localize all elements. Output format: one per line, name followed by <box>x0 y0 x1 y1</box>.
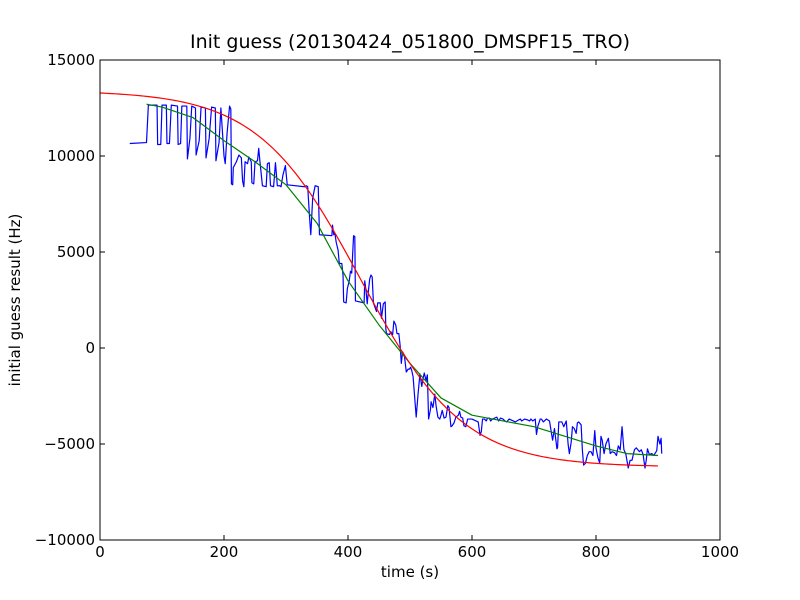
chart-title: Init guess (20130424_051800_DMSPF15_TRO) <box>190 31 630 53</box>
y-tick-label: 0 <box>85 339 95 357</box>
y-tick-label: 15000 <box>47 51 95 69</box>
series-line-fit <box>100 92 659 467</box>
x-tick-label: 800 <box>582 543 611 561</box>
x-tick-label: 1000 <box>701 543 739 561</box>
series-line-raw <box>129 104 663 469</box>
y-tick-label: −10000 <box>35 531 95 549</box>
x-tick-label: 400 <box>334 543 363 561</box>
y-tick-label: 10000 <box>47 147 95 165</box>
x-tick-label: 0 <box>95 543 105 561</box>
x-tick-label: 600 <box>458 543 487 561</box>
series-line-smoothed <box>146 103 659 457</box>
ticks-layer: 0 200 400 600 800 1000 −10000 −5000 0 5000 10000 15… <box>35 51 739 561</box>
y-tick-label: 5000 <box>57 243 95 261</box>
plot-frame <box>99 59 721 541</box>
x-tick-label: 200 <box>210 543 239 561</box>
series-layer <box>100 92 663 469</box>
y-tick-label: −5000 <box>44 435 95 453</box>
x-axis-label: time (s) <box>381 563 439 581</box>
y-axis-label: initial guess result (Hz) <box>6 214 24 387</box>
